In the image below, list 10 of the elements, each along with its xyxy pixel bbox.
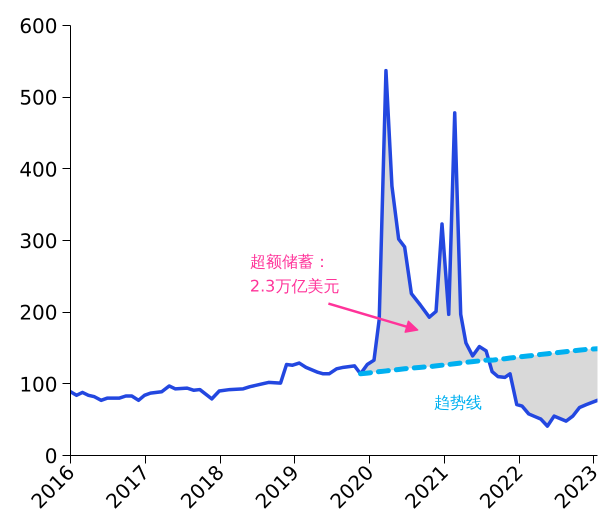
y-tick-label: 600 xyxy=(19,14,58,38)
line-series xyxy=(70,68,598,428)
y-tick-label: 0 xyxy=(44,444,58,468)
annotation: 超额储蓄： 2.3万亿美元 xyxy=(250,252,340,296)
y-tick-label: 400 xyxy=(19,157,58,182)
y-tick-label: 500 xyxy=(19,86,58,110)
y-tick-label: 100 xyxy=(19,372,58,396)
y-tick-label: 200 xyxy=(19,300,58,325)
y-tick-label: 300 xyxy=(19,229,58,253)
series-label: 趋势线 xyxy=(434,392,482,412)
